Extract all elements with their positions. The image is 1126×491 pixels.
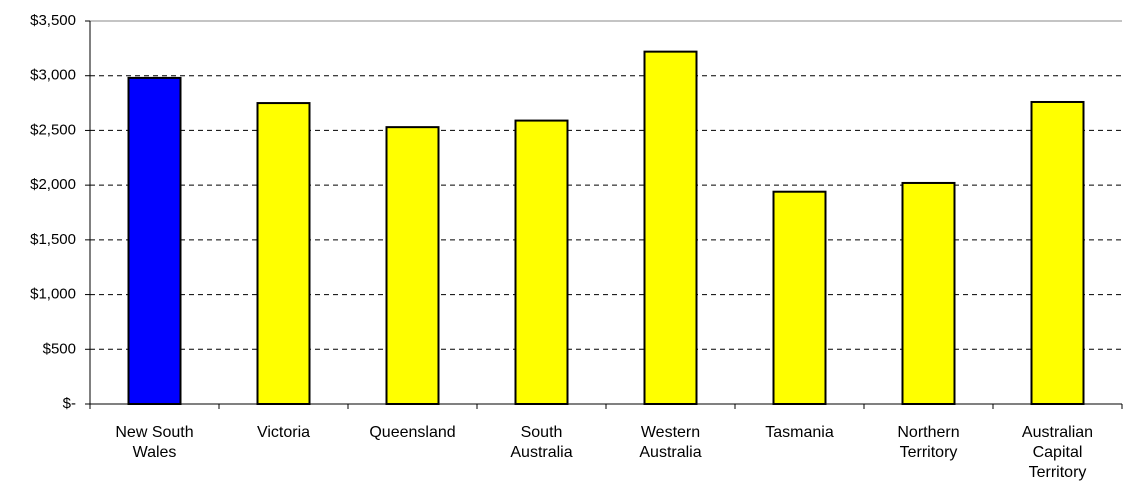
y-tick-label: $3,500 — [30, 12, 76, 29]
bar — [256, 102, 311, 405]
bar — [1030, 100, 1085, 405]
y-tick-label: $1,500 — [30, 231, 76, 248]
x-tick-label: Australian Capital Territory — [1021, 424, 1094, 481]
x-tick-label: Tasmania — [765, 424, 834, 441]
bar — [514, 119, 569, 406]
y-tick-label: $2,000 — [30, 176, 76, 193]
y-tick-label: $500 — [43, 340, 76, 357]
y-tick-label: $- — [63, 395, 76, 412]
bar — [643, 50, 698, 405]
x-tick-label: Victoria — [256, 424, 311, 441]
x-tick-label: New South Wales — [115, 424, 194, 461]
x-tick-label: Western Australia — [639, 424, 702, 461]
bar — [127, 76, 182, 405]
x-tick-label: Queensland — [369, 424, 456, 441]
y-tick-label: $1,000 — [30, 286, 76, 303]
bar — [901, 181, 956, 405]
bar — [385, 126, 440, 405]
x-tick-label: South Australia — [510, 424, 573, 461]
y-tick-label: $2,500 — [30, 121, 76, 138]
bar — [772, 190, 827, 405]
x-tick-label: Northern Territory — [897, 424, 960, 461]
y-tick-label: $3,000 — [30, 67, 76, 84]
